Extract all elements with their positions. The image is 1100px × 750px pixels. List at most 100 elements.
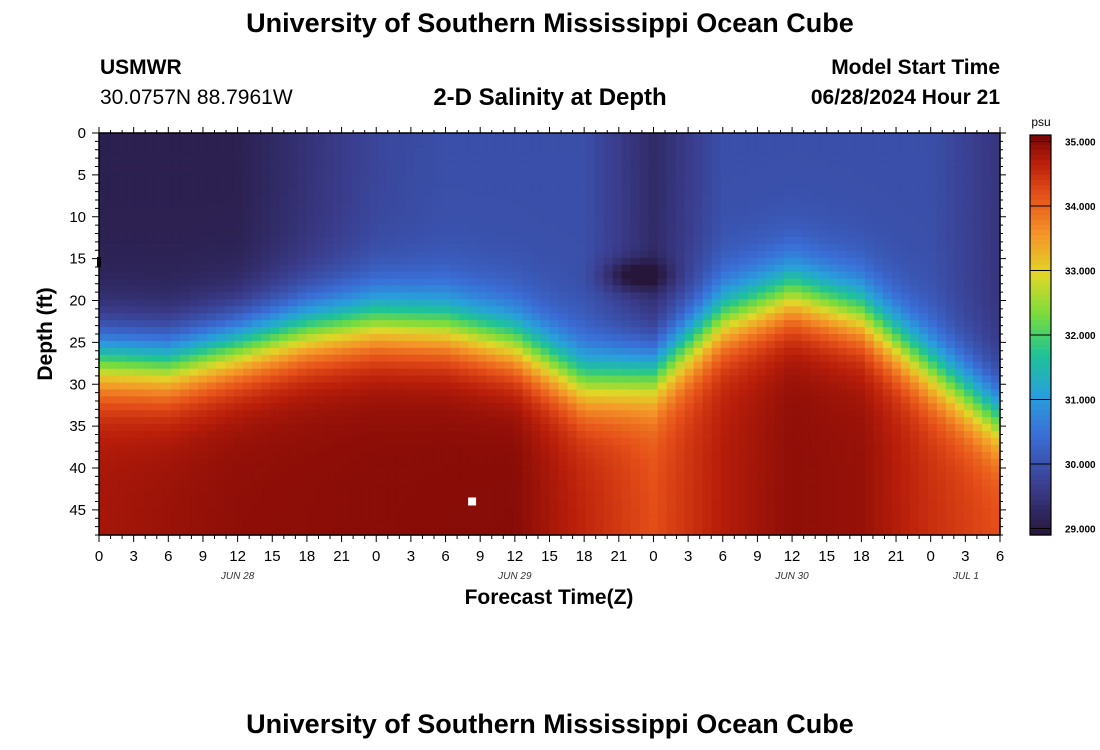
- heatmap-cell: [576, 230, 587, 238]
- heatmap-cell: [630, 153, 641, 162]
- heatmap-cell: [738, 209, 749, 217]
- heatmap-cell: [774, 437, 785, 446]
- heatmap-cell: [531, 139, 542, 148]
- heatmap-cell: [720, 403, 731, 411]
- heatmap-cell: [171, 417, 181, 425]
- heatmap-cell: [504, 347, 515, 356]
- heatmap-cell: [504, 139, 515, 148]
- heatmap-cell: [630, 243, 641, 252]
- heatmap-cell: [279, 458, 289, 467]
- heatmap-cell: [297, 133, 307, 141]
- heatmap-cell: [423, 188, 433, 196]
- heatmap-cell: [513, 500, 524, 508]
- heatmap-cell: [234, 327, 244, 335]
- heatmap-cell: [171, 424, 181, 432]
- heatmap-cell: [648, 444, 659, 453]
- heatmap-cell: [531, 472, 542, 481]
- heatmap-cell: [432, 354, 442, 363]
- heatmap-cell: [810, 146, 821, 155]
- heatmap-cell: [180, 486, 190, 495]
- heatmap-cell: [612, 209, 623, 217]
- heatmap-cell: [333, 230, 343, 238]
- heatmap-cell: [117, 437, 127, 446]
- heatmap-cell: [108, 313, 118, 321]
- heatmap-cell: [549, 202, 560, 210]
- heatmap-cell: [153, 313, 163, 321]
- heatmap-cell: [639, 243, 650, 252]
- heatmap-cell: [657, 472, 668, 481]
- heatmap-cell: [405, 493, 415, 501]
- heatmap-cell: [396, 313, 406, 321]
- heatmap-cell: [252, 285, 262, 294]
- heatmap-cell: [324, 507, 334, 515]
- heatmap-cell: [234, 528, 244, 536]
- heatmap-cell: [567, 160, 578, 169]
- heatmap-cell: [621, 334, 632, 342]
- heatmap-cell: [414, 472, 424, 481]
- heatmap-cell: [522, 472, 533, 481]
- heatmap-cell: [189, 223, 199, 231]
- heatmap-cell: [423, 313, 433, 321]
- heatmap-cell: [423, 285, 433, 294]
- heatmap-cell: [414, 437, 424, 446]
- heatmap-cell: [549, 153, 560, 162]
- heatmap-cell: [486, 167, 497, 176]
- heatmap-cell: [108, 188, 118, 196]
- heatmap-cell: [234, 223, 244, 231]
- heatmap-cell: [684, 174, 695, 183]
- heatmap-cell: [765, 507, 776, 515]
- heatmap-cell: [657, 320, 668, 328]
- heatmap-cell: [783, 334, 794, 342]
- heatmap-cell: [288, 521, 298, 529]
- heatmap-cell: [738, 375, 749, 384]
- heatmap-cell: [864, 514, 875, 522]
- heatmap-cell: [648, 216, 659, 224]
- heatmap-cell: [567, 202, 578, 210]
- heatmap-cell: [180, 306, 190, 314]
- heatmap-cell: [432, 431, 442, 439]
- heatmap-cell: [801, 403, 812, 411]
- heatmap-cell: [603, 160, 614, 169]
- heatmap-cell: [297, 465, 307, 474]
- heatmap-cell: [747, 306, 758, 314]
- heatmap-cell: [792, 361, 803, 370]
- heatmap-cell: [549, 444, 560, 453]
- heatmap-cell: [252, 334, 262, 342]
- heatmap-cell: [747, 521, 758, 529]
- heatmap-cell: [387, 382, 397, 391]
- heatmap-cell: [693, 195, 704, 203]
- salinity-heatmap-chart: 0 3 6 9 12 15 18 21 0 3 6 9 12 15 18 21 0 3 6 9 12 15 18 21 0 3 6J…: [34, 115, 1096, 609]
- heatmap-cell: [468, 160, 479, 169]
- heatmap-cell: [234, 431, 244, 439]
- heatmap-cell: [423, 347, 433, 356]
- heatmap-cell: [783, 243, 794, 252]
- heatmap-cell: [342, 306, 352, 314]
- heatmap-cell: [234, 195, 244, 203]
- heatmap-cell: [531, 278, 542, 287]
- heatmap-cell: [522, 493, 533, 501]
- heatmap-cell: [243, 507, 253, 515]
- heatmap-cell: [324, 133, 334, 141]
- heatmap-cell: [423, 500, 433, 508]
- heatmap-cell: [126, 465, 136, 474]
- heatmap-cell: [621, 507, 632, 515]
- heatmap-cell: [252, 320, 262, 328]
- heatmap-cell: [828, 458, 839, 467]
- heatmap-cell: [567, 264, 578, 273]
- heatmap-cell: [558, 285, 569, 294]
- heatmap-cell: [450, 500, 460, 508]
- heatmap-cell: [351, 153, 361, 162]
- heatmap-cell: [522, 451, 533, 460]
- heatmap-cell: [495, 243, 506, 252]
- heatmap-cell: [630, 451, 641, 460]
- heatmap-cell: [225, 444, 235, 453]
- heatmap-cell: [450, 375, 460, 384]
- heatmap-cell: [198, 216, 208, 224]
- heatmap-cell: [639, 458, 650, 467]
- heatmap-cell: [657, 521, 668, 529]
- heatmap-cell: [342, 424, 352, 432]
- heatmap-cell: [756, 382, 767, 391]
- heatmap-cell: [810, 223, 821, 231]
- heatmap-cell: [234, 243, 244, 252]
- heatmap-cell: [288, 250, 298, 259]
